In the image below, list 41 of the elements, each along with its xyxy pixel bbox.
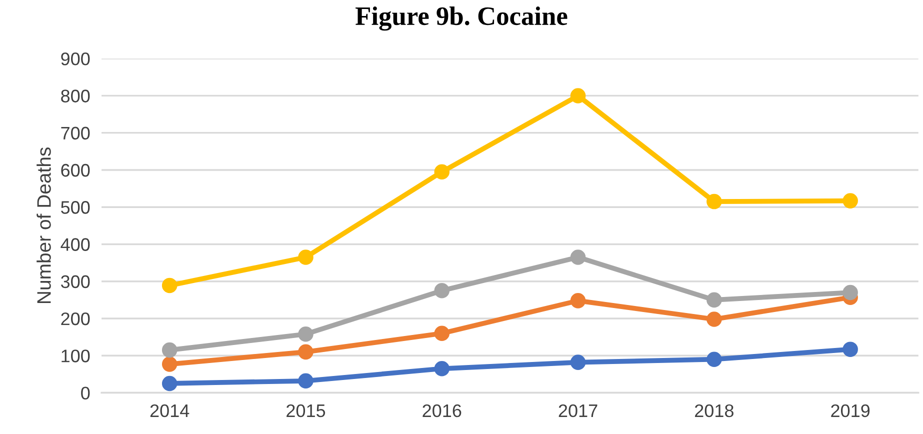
- point: [298, 250, 314, 265]
- point: [570, 250, 586, 265]
- point: [162, 356, 178, 372]
- point: [298, 373, 314, 389]
- point: [434, 283, 450, 298]
- x-tick-label: 2018: [695, 404, 734, 418]
- point: [570, 88, 586, 104]
- x-tick-label: 2015: [286, 404, 326, 418]
- point: [298, 344, 314, 360]
- y-tick-label: 100: [62, 350, 90, 362]
- point: [434, 360, 450, 376]
- x-tick-label: 2017: [558, 404, 598, 418]
- chart-title: Figure 9b. Cocaine: [356, 6, 568, 31]
- point: [570, 293, 586, 308]
- point: [842, 342, 858, 357]
- point: [842, 284, 858, 300]
- point: [162, 376, 178, 392]
- y-tick-label: 200: [61, 312, 90, 326]
- y-tick-label: 600: [61, 164, 90, 177]
- point: [706, 292, 722, 308]
- y-tick-label: 800: [61, 90, 90, 102]
- point: [162, 342, 178, 358]
- x-tick-label: 2014: [150, 404, 190, 418]
- point: [570, 354, 586, 370]
- point: [706, 194, 722, 210]
- y-axis-title: Number of Deaths: [36, 147, 51, 303]
- point: [706, 312, 722, 327]
- y-tick-label: 700: [61, 126, 90, 140]
- point: [434, 164, 450, 180]
- y-tick-label: 0: [81, 386, 90, 400]
- y-tick-label: 900: [61, 52, 90, 66]
- point: [434, 326, 450, 341]
- x-tick-label: 2019: [831, 404, 870, 418]
- point: [842, 193, 858, 208]
- point: [706, 352, 722, 367]
- point: [298, 326, 314, 342]
- x-tick-label: 2016: [422, 404, 462, 418]
- y-tick-label: 400: [60, 238, 90, 251]
- y-tick-label: 300: [60, 275, 90, 288]
- point: [162, 278, 178, 294]
- y-tick-label: 500: [61, 201, 90, 214]
